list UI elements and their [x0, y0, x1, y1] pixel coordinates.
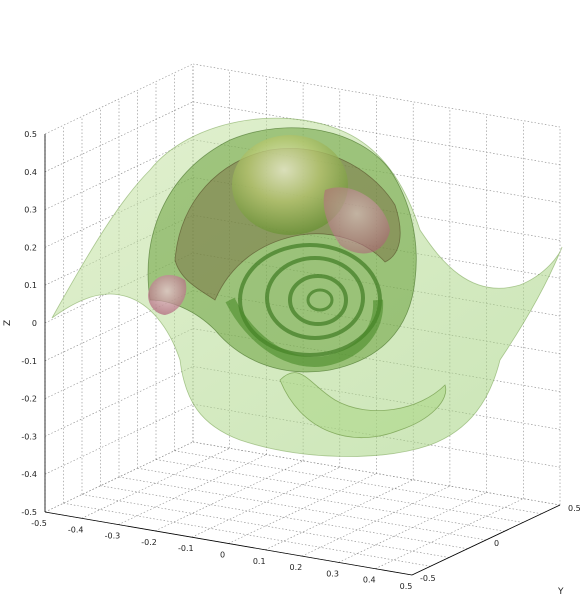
grid-left-z [44, 366, 194, 437]
grid-back-z [192, 63, 561, 128]
x-tick-label: 0.1 [253, 557, 266, 566]
y-tick-label: 0.5 [568, 504, 581, 513]
grid-floor-y [174, 450, 542, 515]
z-tick-label: 0.5 [24, 130, 37, 139]
y-axis-label: Y [557, 587, 564, 597]
z-axis-label: Z [3, 320, 13, 326]
x-tick-label: 0.3 [326, 569, 339, 578]
inner-tube [225, 297, 384, 367]
grid-floor-x [154, 460, 304, 532]
x-tick-label: -0.2 [141, 538, 157, 547]
z-tick-label: -0.1 [21, 357, 37, 366]
grid-floor-y [81, 494, 450, 558]
grid-floor-y [100, 485, 468, 550]
z-tick-label: 0.4 [24, 168, 37, 177]
x-tick-label: 0.2 [290, 563, 303, 572]
grid-floor-x [265, 479, 414, 551]
z-tick-label: -0.4 [21, 470, 37, 479]
x-tick-label: 0.5 [400, 582, 413, 591]
y-tick-label: -0.5 [420, 574, 436, 583]
isosurfaces [51, 117, 563, 457]
grid-floor-y [63, 502, 431, 567]
grid-floor-y [137, 467, 505, 532]
pink-highlight [323, 187, 390, 254]
grid-left-z [44, 403, 194, 475]
z-tick-label: -0.3 [21, 432, 37, 441]
grid-floor-y [118, 476, 487, 541]
z-tick-label: -0.2 [21, 395, 37, 404]
top-bulb [232, 135, 348, 235]
x-tick-label: -0.3 [105, 532, 121, 541]
lower-loop [279, 372, 447, 438]
z-tick-label: 0.2 [24, 243, 37, 252]
grid-left-z [44, 139, 194, 210]
y-tick-label: 0 [494, 539, 499, 548]
x-axis-line [44, 511, 413, 576]
y-axis-line [411, 504, 561, 576]
grid-back-z [192, 101, 561, 166]
grid-left-z [44, 63, 194, 135]
grid-floor-y [155, 459, 524, 523]
x-tick-label: 0 [220, 551, 225, 560]
grid-floor-x [375, 498, 524, 569]
z-tick-label: -0.5 [21, 508, 37, 517]
x-tick-label: -0.5 [31, 519, 47, 528]
x-tick-label: -0.1 [178, 544, 194, 553]
pink-lobe [148, 275, 187, 315]
tick-labels: -0.5 -0.4 -0.3 -0.2 -0.1 0 0.1 0.2 0.3 0.4 0.5 -0.5… [21, 130, 580, 591]
x-tick-label: 0.4 [363, 576, 376, 585]
grid-left-z [44, 290, 194, 362]
grid-floor-x [301, 485, 451, 557]
grid-floor-x [191, 466, 340, 538]
z-tick-label: 0.3 [24, 206, 37, 215]
z-tick-label: 0.1 [24, 281, 37, 290]
grid-floor-x [81, 448, 230, 519]
x-tick-label: -0.4 [68, 525, 84, 534]
grid-left-z [44, 328, 194, 399]
z-tick-label: 0 [32, 319, 37, 328]
grid-left-z [44, 101, 194, 173]
grid-floor-y [192, 441, 561, 506]
